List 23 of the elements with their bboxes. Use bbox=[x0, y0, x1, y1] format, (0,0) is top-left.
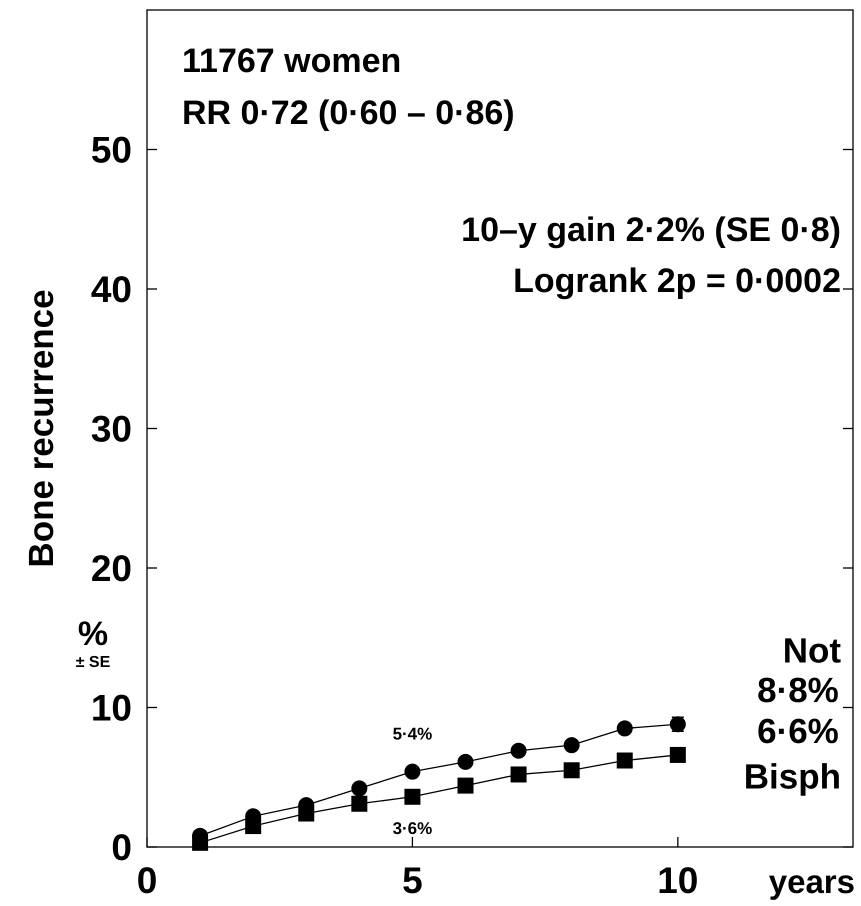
y-tick-label: 10 bbox=[90, 688, 132, 728]
annotation: 3·6% bbox=[392, 818, 432, 838]
annotation: 10–y gain 2·2% (SE 0·8) bbox=[461, 211, 841, 249]
x-tick-label: 0 bbox=[136, 860, 158, 901]
y-tick-label: 50 bbox=[90, 130, 132, 170]
annotation: 5·4% bbox=[392, 724, 432, 744]
y-tick-label: 40 bbox=[90, 269, 132, 310]
x-tick-label: 5 bbox=[402, 860, 423, 901]
y-tick-label: 0 bbox=[111, 827, 132, 868]
text: % bbox=[78, 615, 108, 653]
x-axis-title: years bbox=[768, 863, 855, 900]
annotation: 8·8% bbox=[757, 671, 839, 710]
y-axis-title: Bone recurrence bbox=[22, 289, 61, 568]
annotation: 6·6% bbox=[757, 712, 839, 751]
annotation: Logrank 2p = 0·0002 bbox=[513, 262, 841, 300]
y-tick-label: 30 bbox=[90, 408, 132, 450]
x-tick-label: 10 bbox=[657, 860, 698, 901]
y-tick-label: 20 bbox=[90, 548, 132, 589]
text: Not bbox=[782, 632, 842, 670]
annotation: 11767 women bbox=[182, 42, 402, 80]
series-label: Bisph bbox=[744, 758, 841, 796]
text: ± SE bbox=[76, 654, 111, 671]
annotation: RR 0·72 (0·60 – 0·86) bbox=[182, 94, 515, 132]
